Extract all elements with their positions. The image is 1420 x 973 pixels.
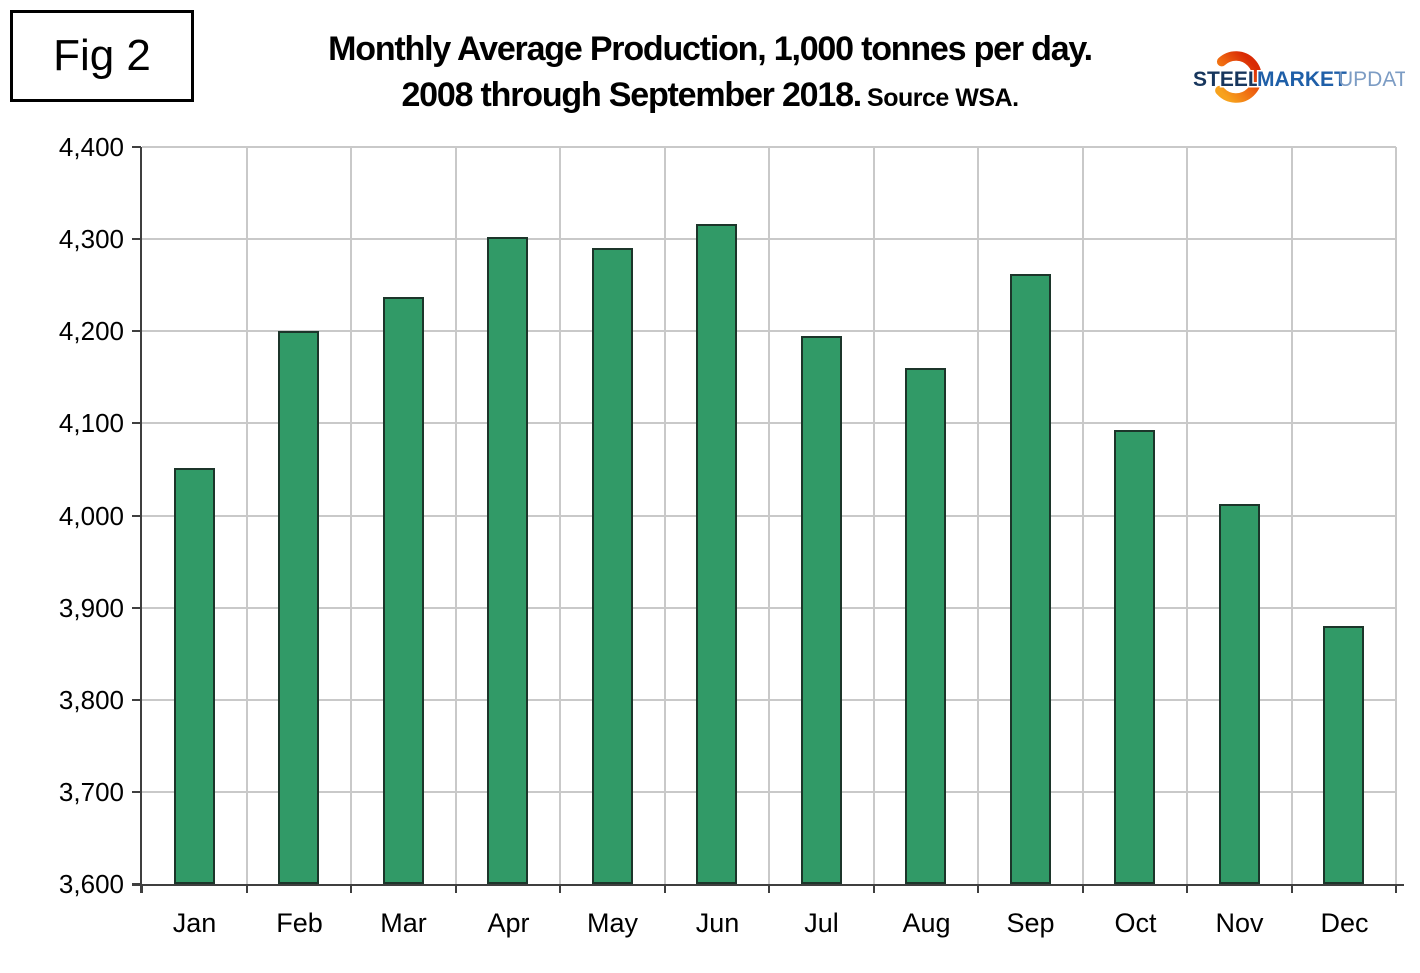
bar-may [592, 248, 633, 884]
x-gridline [873, 147, 875, 884]
logo-word-steel: STEEL [1193, 68, 1261, 91]
x-axis-label-mar: Mar [380, 908, 427, 938]
y-axis-tick [132, 791, 141, 793]
x-gridline [1082, 147, 1084, 884]
x-axis-tick [1395, 884, 1397, 893]
y-axis-tick-label: 4,000 [58, 501, 124, 531]
x-axis-label-nov: Nov [1215, 908, 1264, 938]
x-gridline [246, 147, 248, 884]
x-axis-label-apr: Apr [487, 908, 530, 938]
figure-label-box: Fig 2 [10, 10, 194, 102]
bar-apr [487, 237, 528, 884]
x-axis-tick [246, 884, 248, 893]
x-axis-line [132, 884, 1404, 886]
chart-subtitle: 2008 through September 2018. [401, 76, 862, 114]
chart-source-note: Source WSA. [867, 84, 1019, 112]
x-axis-tick [1082, 884, 1084, 893]
x-gridline [455, 147, 457, 884]
logo-word-market: MARKET [1257, 68, 1347, 91]
y-axis-tick [132, 330, 141, 332]
y-axis-tick-label: 3,900 [58, 593, 124, 623]
logo-word-update: UPDATE [1338, 68, 1405, 91]
logo-graphic: STEEL MARKET UPDATE [1192, 51, 1420, 103]
x-axis-tick [1291, 884, 1293, 893]
x-axis-label-sep: Sep [1006, 908, 1055, 938]
x-axis-tick [350, 884, 352, 893]
bar-jan [174, 468, 215, 884]
chart-title: Monthly Average Production, 1,000 tonnes… [328, 30, 1093, 68]
bar-nov [1219, 504, 1260, 884]
x-axis-tick [141, 884, 143, 893]
x-gridline [1291, 147, 1293, 884]
bar-sep [1010, 274, 1051, 884]
bar-oct [1114, 430, 1155, 884]
x-axis-tick [455, 884, 457, 893]
y-axis-tick [132, 422, 141, 424]
y-axis-tick-label: 4,400 [58, 132, 124, 162]
crescent-icon [1210, 51, 1262, 103]
y-axis-tick-label: 4,300 [58, 224, 124, 254]
bar-dec [1323, 626, 1364, 884]
bar-jul [801, 336, 842, 884]
bar-jun [696, 224, 737, 884]
y-axis-tick [132, 699, 141, 701]
figure-label: Fig 2 [53, 31, 151, 80]
x-gridline [768, 147, 770, 884]
y-axis-tick-label: 4,100 [58, 408, 124, 438]
x-axis-label-jan: Jan [172, 908, 217, 938]
x-axis-label-jun: Jun [695, 908, 740, 938]
x-axis-label-dec: Dec [1320, 908, 1369, 938]
x-gridline [1186, 147, 1188, 884]
chart-subtitle-line: 2008 through September 2018. Source WSA. [200, 76, 1220, 115]
y-axis-tick-label: 3,600 [58, 869, 124, 899]
x-axis-label-jul: Jul [804, 908, 839, 938]
y-axis-tick [132, 607, 141, 609]
x-gridline [664, 147, 666, 884]
y-axis-tick [132, 238, 141, 240]
x-gridline [1395, 147, 1397, 884]
x-axis-label-oct: Oct [1114, 908, 1157, 938]
x-gridline [350, 147, 352, 884]
y-axis-tick [132, 146, 141, 148]
y-axis-tick-label: 3,800 [58, 685, 124, 715]
y-axis-tick-label: 4,200 [58, 316, 124, 346]
bar-aug [905, 368, 946, 884]
bar-mar [383, 297, 424, 884]
x-axis-tick [664, 884, 666, 893]
steel-market-update-logo: STEEL MARKET UPDATE [1190, 50, 1420, 112]
y-axis-tick-label: 3,700 [58, 777, 124, 807]
chart-title-block: Monthly Average Production, 1,000 tonnes… [200, 30, 1220, 115]
x-axis-tick [873, 884, 875, 893]
x-axis-tick [977, 884, 979, 893]
y-axis-line [140, 147, 142, 893]
x-axis-label-may: May [586, 908, 638, 938]
bar-feb [278, 331, 319, 884]
x-axis-tick [559, 884, 561, 893]
x-axis-tick [768, 884, 770, 893]
x-axis-tick [1186, 884, 1188, 893]
y-axis-tick [132, 515, 141, 517]
x-gridline [977, 147, 979, 884]
x-axis-label-aug: Aug [902, 908, 951, 938]
x-axis-label-feb: Feb [276, 908, 323, 938]
x-gridline [559, 147, 561, 884]
